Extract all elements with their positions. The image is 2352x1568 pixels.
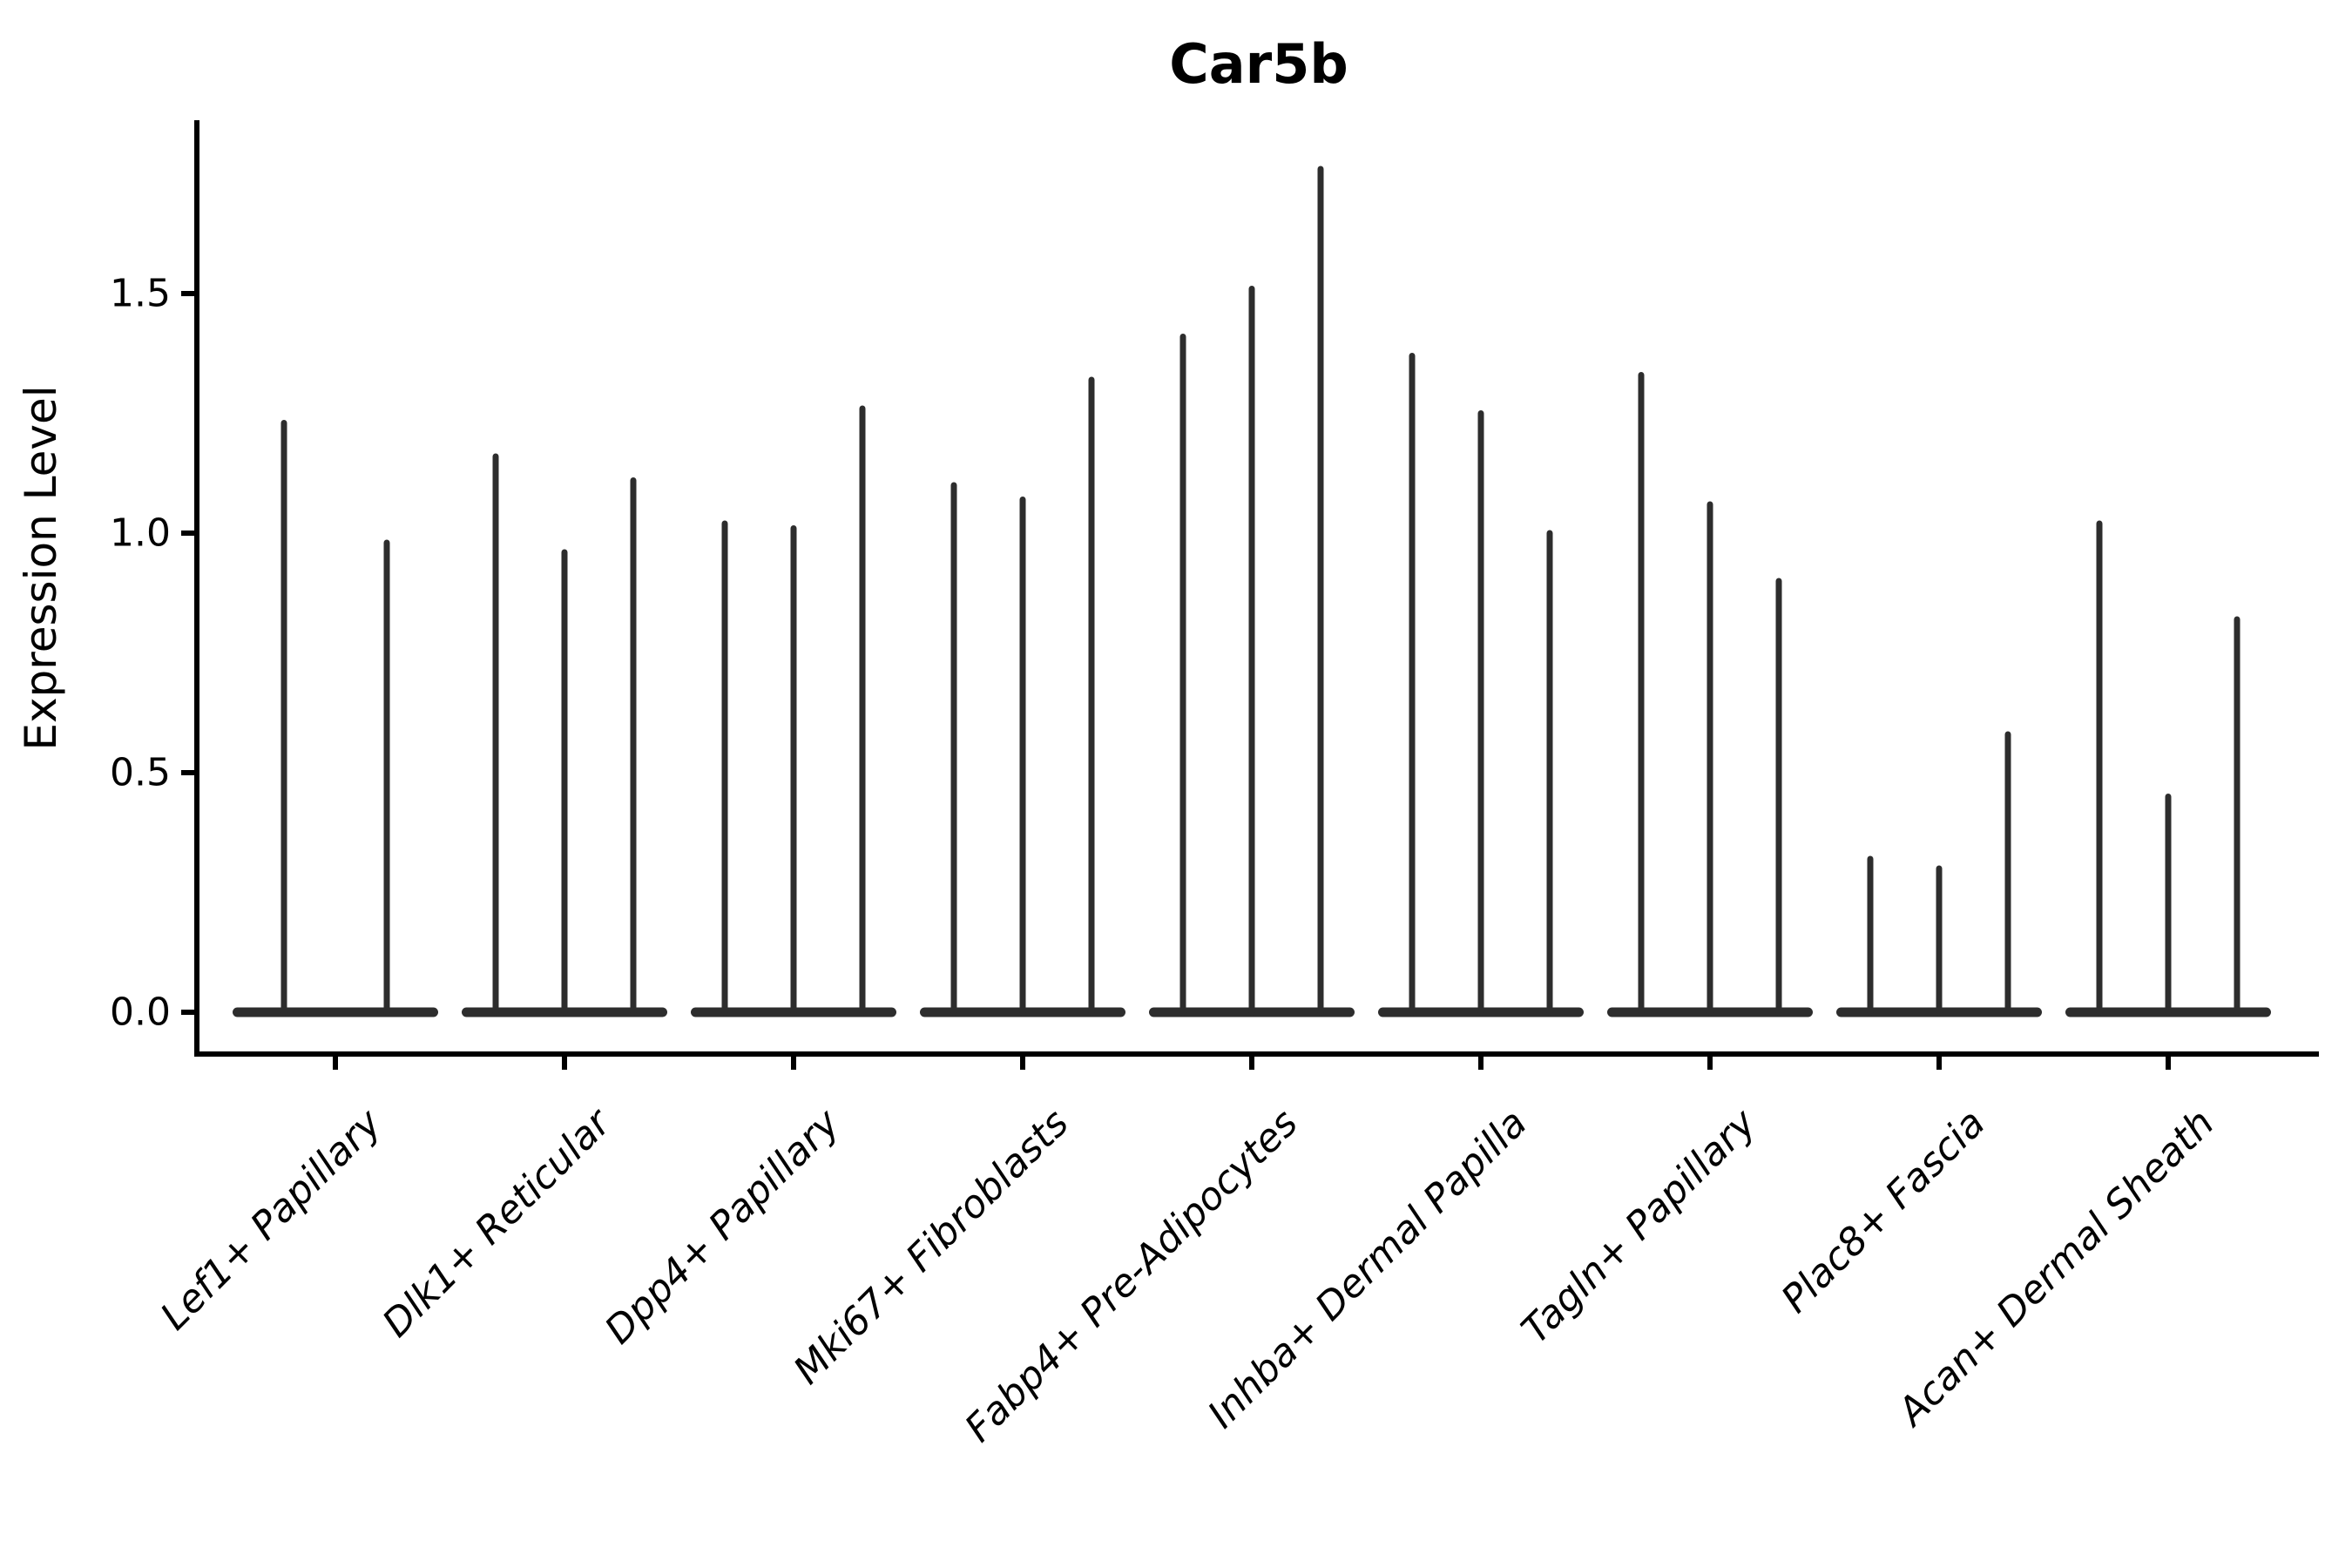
y-tick-label: 0.0 xyxy=(110,990,171,1035)
y-tick-label: 0.5 xyxy=(110,751,171,795)
y-tick-label: 1.0 xyxy=(110,511,171,556)
y-tick-label: 1.5 xyxy=(110,272,171,316)
x-tick-label: Lef1+ Papillary xyxy=(152,1100,391,1339)
x-tick-label: Dlk1+ Reticular xyxy=(374,1099,620,1346)
axis-spines xyxy=(194,120,2319,1057)
violin-baseline xyxy=(233,1007,438,1017)
y-axis-label: Expression Level xyxy=(16,385,66,750)
x-tick-label: Tagln+ Papillary xyxy=(1513,1100,1765,1352)
x-tick-label: Plac8+ Fascia xyxy=(1773,1101,1993,1321)
chart-title: Car5b xyxy=(1169,32,1348,96)
x-tick-label: Dpp4+ Papillary xyxy=(597,1100,849,1353)
